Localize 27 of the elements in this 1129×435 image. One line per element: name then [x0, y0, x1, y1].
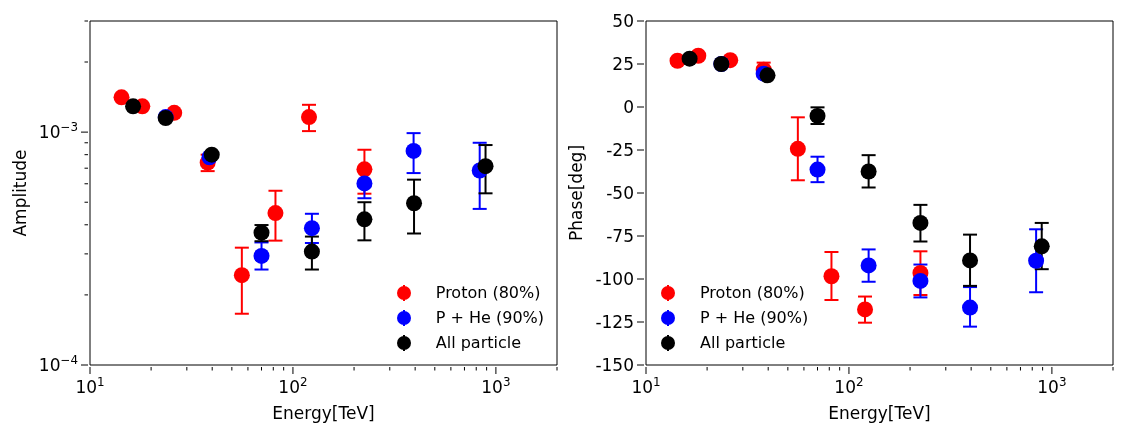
- x-axis-title: Energy[TeV]: [828, 403, 931, 423]
- y-axis-title: Phase[deg]: [566, 144, 587, 242]
- x-tick-label: 10$^{1}$: [631, 375, 661, 397]
- y-tick-label: 0: [623, 97, 634, 117]
- legend-label: P + He (90%): [435, 307, 544, 329]
- y-tick-label: -25: [606, 140, 634, 160]
- y-tick-label: 25: [612, 54, 634, 74]
- y-tick-label: -75: [606, 226, 634, 246]
- legend-label: Proton (80%): [435, 282, 541, 304]
- y-axis-title: Amplitude: [10, 149, 31, 237]
- y-tick-label: -100: [595, 269, 634, 289]
- y-tick-label: -125: [595, 312, 634, 332]
- x-tick-label: 10$^{3}$: [481, 375, 511, 397]
- y-tick-label: -50: [606, 183, 634, 203]
- y-tick-label: -150: [595, 355, 634, 375]
- y-tick-label: 50: [612, 11, 634, 31]
- x-tick-label: 10$^{2}$: [278, 375, 308, 397]
- x-tick-label: 10$^{2}$: [834, 375, 864, 397]
- legend-label: P + He (90%): [700, 307, 809, 329]
- legend-label: All particle: [435, 332, 522, 354]
- y-tick-label: 10$^{−3}$: [38, 120, 78, 143]
- legend-label: All particle: [700, 332, 786, 354]
- y-tick-label: 10$^{−4}$: [38, 353, 78, 375]
- x-tick-label: 10$^{1}$: [75, 375, 105, 397]
- x-axis-title: Energy[TeV]: [272, 403, 375, 423]
- x-tick-label: 10$^{3}$: [1037, 375, 1067, 397]
- legend-label: Proton (80%): [700, 282, 805, 304]
